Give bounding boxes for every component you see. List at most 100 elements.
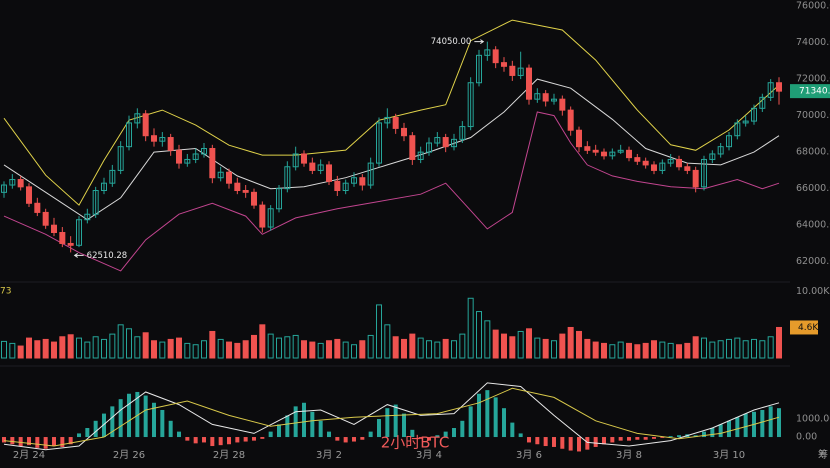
volume-bar — [42, 338, 49, 359]
macd-bar — [535, 437, 540, 445]
price-tick-label: 70000.00 — [796, 110, 830, 121]
candle-body — [309, 162, 316, 171]
volume-bar — [426, 340, 432, 359]
macd-bar — [27, 437, 31, 446]
volume-bar — [192, 344, 199, 359]
volume-bar — [442, 338, 449, 359]
volume-bar — [201, 340, 207, 359]
macd-bar — [618, 437, 623, 441]
candle-body — [201, 147, 207, 155]
candle-body — [159, 137, 166, 142]
volume-tick-label: 10.00K — [796, 286, 830, 297]
macd-bar — [35, 437, 40, 448]
macd-bar — [327, 431, 331, 438]
macd-bar — [68, 437, 73, 445]
candle-body — [76, 219, 82, 246]
low-annotation: 62510.28 — [87, 251, 128, 261]
volume-bar — [542, 338, 549, 359]
candle-body — [601, 151, 607, 157]
candle-body — [67, 242, 74, 246]
macd-bar — [668, 436, 673, 438]
volume-bar — [434, 341, 441, 359]
candle-body — [276, 188, 282, 210]
volume-bar — [717, 340, 724, 359]
macd-bar — [718, 424, 723, 438]
candle-body — [117, 146, 124, 171]
macd-bar — [318, 420, 323, 438]
candle-body — [684, 166, 691, 171]
macd-bar — [102, 413, 106, 438]
x-tick-label: 2月 26 — [113, 449, 145, 461]
volume-bar — [176, 337, 182, 359]
macd-bar — [143, 395, 148, 438]
volume-bar — [226, 341, 232, 359]
volume-bar — [267, 333, 274, 359]
x-tick-label: 3月 4 — [416, 449, 442, 461]
candle-body — [101, 182, 107, 192]
macd-bar — [260, 437, 265, 439]
volume-bar — [567, 326, 574, 359]
macd-bar — [768, 406, 773, 438]
candle-body — [34, 202, 41, 213]
volume-bar — [609, 344, 616, 359]
candle-body — [476, 54, 482, 84]
candle-body — [759, 96, 766, 109]
candle-body — [576, 129, 582, 148]
volume-bar — [684, 342, 691, 359]
volume-bar — [209, 330, 216, 359]
volume-bar — [109, 333, 116, 359]
candle-body — [326, 164, 332, 182]
macd-bar — [202, 437, 206, 443]
bollinger-band — [3, 19, 780, 206]
volume-bar — [117, 324, 124, 359]
volume-bar — [451, 340, 457, 359]
corner-button[interactable]: 筹 — [818, 448, 828, 461]
macd-bar — [293, 406, 298, 438]
candle-body — [392, 116, 399, 129]
volume-bar — [409, 333, 416, 359]
candle-body — [651, 164, 657, 171]
volume-bar — [734, 337, 741, 359]
x-tick-label: 2月 28 — [213, 449, 245, 461]
macd-bar — [527, 437, 531, 443]
macd-bar — [177, 431, 181, 438]
macd-bar — [493, 397, 498, 438]
candle-body — [509, 65, 516, 76]
macd-bar — [452, 428, 456, 438]
volume-bar — [459, 333, 466, 359]
volume-bar — [742, 340, 749, 359]
candle-body — [501, 62, 507, 67]
volume-bar — [509, 336, 516, 359]
x-tick-label: 3月 2 — [316, 449, 342, 461]
macd-bar — [52, 437, 56, 447]
candle-body — [26, 186, 32, 204]
last-price-label: 71340.32 — [799, 87, 830, 97]
volume-bar — [526, 328, 532, 359]
volume-bar — [76, 337, 82, 359]
macd-bar — [18, 437, 23, 447]
macd-bar — [518, 433, 523, 438]
volume-bar — [367, 334, 374, 359]
volume-bar — [326, 340, 332, 359]
macd-bar — [2, 437, 6, 443]
candle-body — [142, 113, 149, 137]
candle-body — [451, 138, 457, 148]
macd-bar — [743, 413, 748, 438]
macd-bar — [677, 435, 681, 438]
candle-body — [84, 213, 91, 221]
volume-bar — [84, 341, 91, 359]
macd-bar — [627, 437, 631, 441]
candle-body — [251, 191, 257, 206]
candle-body — [526, 67, 532, 100]
candle-body — [434, 137, 441, 144]
price-tick-label: 64000.00 — [796, 220, 830, 231]
volume-last-label: 4.6K — [798, 323, 819, 333]
candle-body — [659, 162, 666, 171]
last-price-box — [790, 84, 830, 99]
candle-body — [176, 149, 182, 164]
volume-bar — [501, 333, 507, 359]
volume-bar — [376, 304, 382, 359]
volume-bar — [617, 341, 624, 359]
candle-body — [626, 149, 632, 159]
